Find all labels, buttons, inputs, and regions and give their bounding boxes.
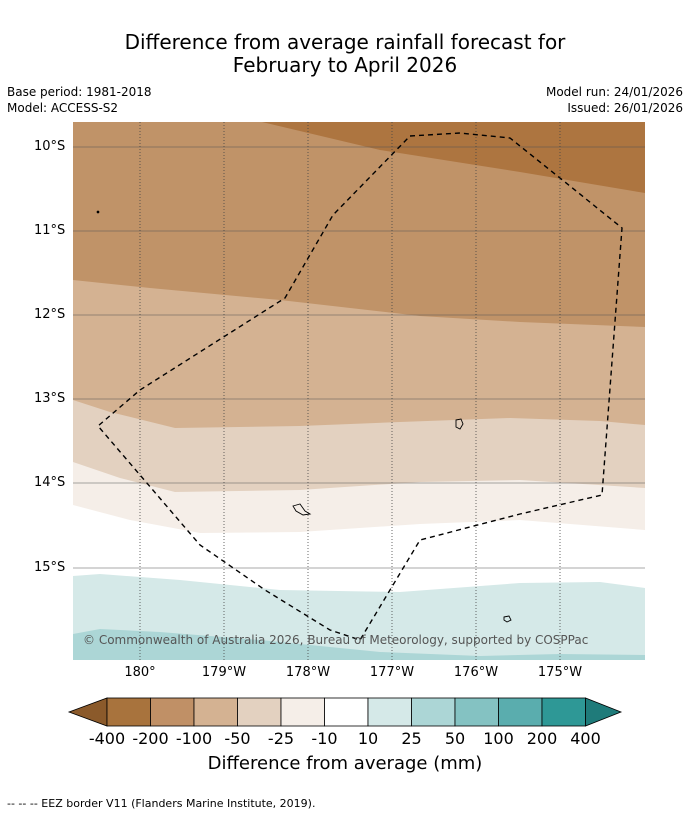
colorbar-tick-label: 50 [444,729,466,748]
colorbar-tick-label: 200 [526,729,558,748]
model-name: Model: ACCESS-S2 [7,101,119,115]
lon-label-179w: 179°W [201,665,247,680]
colorbar-tick-label: -400 [88,729,126,748]
band-pos50 [73,629,645,660]
colorbar-tick-label: -100 [175,729,213,748]
island-wallis [455,418,464,430]
colorbar-swatch [237,697,282,727]
colorbar-tick-label: 10 [357,729,379,748]
colorbar-swatch [498,697,543,727]
gridlines [73,146,645,569]
lat-label-15s: 15°S [34,560,66,575]
lon-label-180: 180° [124,665,156,680]
colorbar-swatch [193,697,238,727]
colorbar-swatch [280,697,325,727]
map-title: Difference from average rainfall forecas… [0,31,690,77]
island-futuna [292,503,312,516]
colorbar-swatch [150,697,195,727]
colorbar-tick-label: -10 [311,729,338,748]
copyright-notice: © Commonwealth of Australia 2026, Bureau… [83,633,589,647]
lat-label-11s: 11°S [34,223,66,238]
colorbar-tick-label: -200 [132,729,169,748]
lon-label-178w: 178°W [285,665,331,680]
issued-date: Issued: 26/01/2026 [567,101,683,115]
colorbar-swatch [324,697,369,727]
lat-label-14s: 14°S [34,475,66,490]
lon-label-175w: 175°W [537,665,583,680]
base-period: Base period: 1981-2018 [7,85,152,99]
colorbar-tick-label: -50 [224,729,251,748]
colorbar-tick-label: 25 [401,729,422,748]
colorbar-swatch [454,697,499,727]
title-line-2: February to April 2026 [232,53,458,77]
colorbar-arrow-high [585,697,623,727]
colorbar-tick-label: 400 [570,729,601,748]
island-north [96,210,100,214]
colorbar-tick-label: -25 [267,729,295,748]
colorbar [67,697,623,727]
lat-label-10s: 10°S [34,139,66,154]
meta-right: Model run: 24/01/2026 Issued: 26/01/2026 [546,84,683,116]
island-niuafoou [503,615,512,623]
colorbar-tick-label: 100 [483,729,514,748]
rainfall-bands [73,122,645,660]
colorbar-swatch [367,697,412,727]
lon-label-177w: 177°W [369,665,415,680]
colorbar-swatch [106,697,151,727]
lon-label-176w: 176°W [453,665,499,680]
colorbar-swatch [411,697,456,727]
colorbar-swatch [541,697,586,727]
title-line-1: Difference from average rainfall forecas… [124,30,566,54]
lat-label-12s: 12°S [34,307,66,322]
eez-border [97,132,623,641]
islands [96,210,512,623]
colorbar-arrow-low [67,697,108,727]
lat-label-13s: 13°S [34,391,66,406]
eez-footnote: -- -- -- EEZ border V11 (Flanders Marine… [7,797,316,810]
colorbar-title: Difference from average (mm) [207,753,483,774]
meta-left: Base period: 1981-2018 Model: ACCESS-S2 [7,84,152,116]
model-run: Model run: 24/01/2026 [545,85,683,99]
